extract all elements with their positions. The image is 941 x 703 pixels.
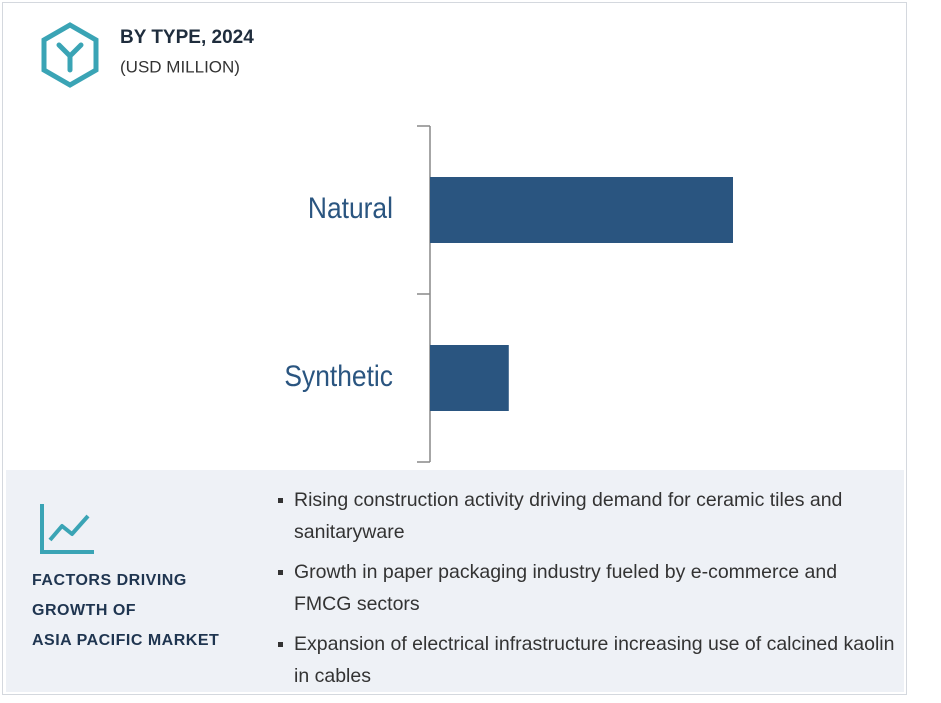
chart-title: BY TYPE, 2024 <box>120 27 254 48</box>
category-axis <box>417 125 431 463</box>
type-icon <box>41 22 99 88</box>
factors-title-line: GROWTH OF <box>32 602 137 619</box>
chart: BY TYPE, 2024 (USD MILLION) Natural Synth… <box>41 22 733 463</box>
factors-list: Rising construction activity driving dem… <box>274 484 896 700</box>
factors-title-line: ASIA PACIFIC MARKET <box>32 632 220 649</box>
bar <box>430 345 509 411</box>
factors-title-line: FACTORS DRIVING <box>32 572 187 589</box>
category-label: Synthetic <box>284 358 393 392</box>
bar <box>430 177 733 243</box>
factors-panel: FACTORS DRIVING GROWTH OF ASIA PACIFIC MAR… <box>6 470 904 692</box>
factor-item: Expansion of electrical infrastructure i… <box>274 628 896 692</box>
chart-subtitle: (USD MILLION) <box>120 57 240 76</box>
factor-item: Growth in paper packaging industry fuele… <box>274 556 896 620</box>
factors-title: FACTORS DRIVING GROWTH OF ASIA PACIFIC MAR… <box>32 566 219 656</box>
factor-item: Rising construction activity driving dem… <box>274 484 896 548</box>
growth-icon <box>40 504 94 554</box>
category-label: Natural <box>308 190 393 224</box>
